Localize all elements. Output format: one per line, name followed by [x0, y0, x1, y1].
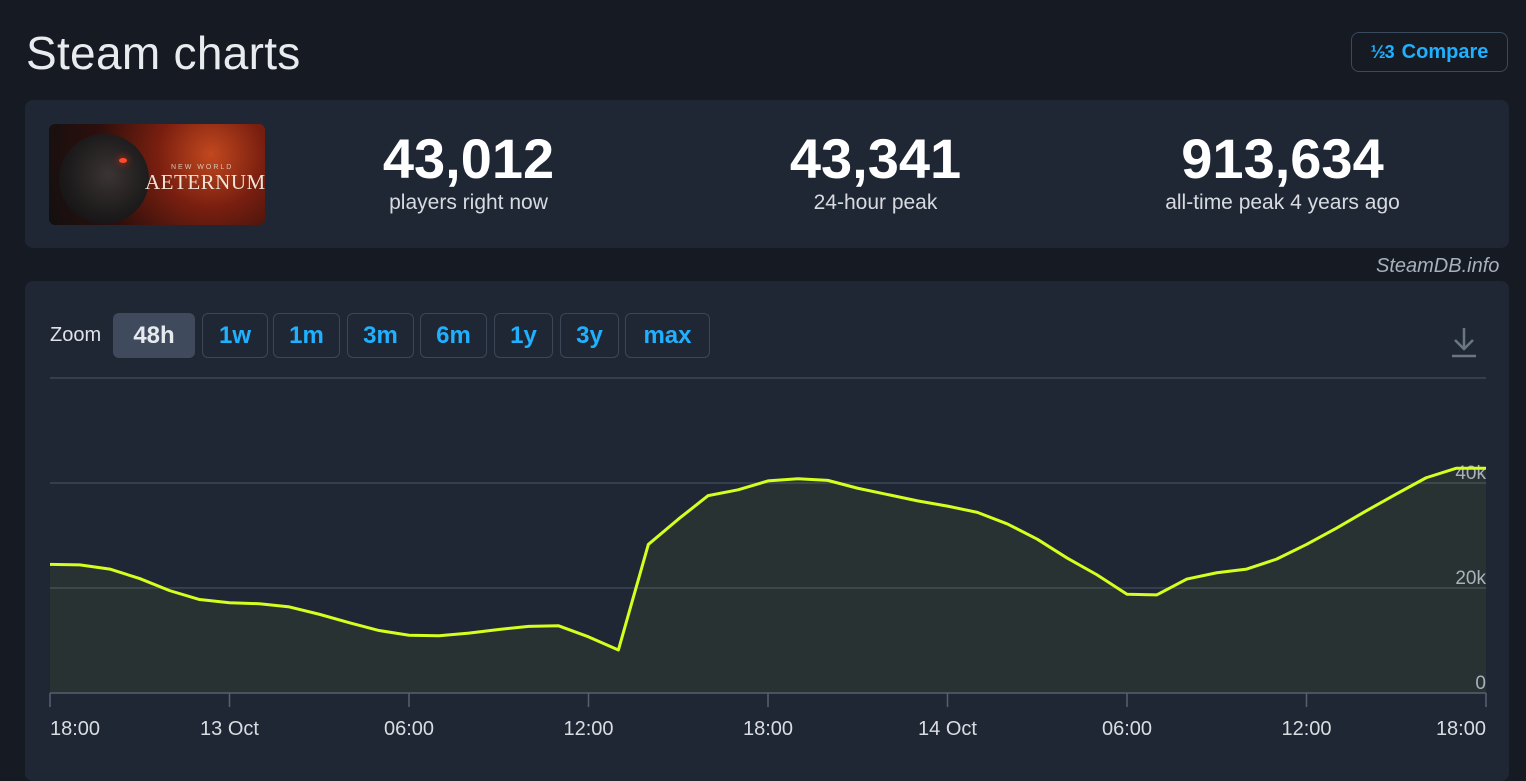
- data-point[interactable]: [1333, 525, 1339, 531]
- data-point[interactable]: [526, 623, 532, 629]
- x-tick-label: 18:00: [743, 718, 793, 740]
- data-point[interactable]: [675, 516, 681, 522]
- data-point[interactable]: [974, 509, 980, 515]
- data-point[interactable]: [1034, 536, 1040, 542]
- data-point[interactable]: [615, 647, 621, 653]
- data-point[interactable]: [825, 477, 831, 483]
- x-tick-label: 18:00: [1436, 718, 1486, 740]
- data-point[interactable]: [1304, 541, 1310, 547]
- data-point[interactable]: [496, 626, 502, 632]
- game-logo-small: NEW WORLD: [171, 164, 234, 171]
- player-count-chart[interactable]: 18:00 13 Oct 06:00 12:00 18:00 14 Oct 06:00 12:…: [25, 281, 1509, 773]
- data-point[interactable]: [227, 600, 233, 606]
- data-point[interactable]: [77, 562, 83, 568]
- compare-button[interactable]: ½3 Compare: [1351, 32, 1508, 72]
- stat-value: 43,341: [789, 127, 962, 190]
- data-point[interactable]: [1453, 465, 1459, 471]
- zoom-button-1m[interactable]: 1m: [273, 313, 340, 358]
- data-point[interactable]: [1064, 555, 1070, 561]
- data-point[interactable]: [586, 634, 592, 640]
- x-tick-label: 14 Oct: [918, 718, 977, 740]
- data-point[interactable]: [915, 498, 921, 504]
- zoom-button-3m[interactable]: 3m: [347, 313, 414, 358]
- game-logo: AETERNUM: [145, 170, 265, 194]
- game-header-image[interactable]: NEW WORLD AETERNUM: [49, 124, 265, 225]
- data-point[interactable]: [705, 493, 711, 499]
- stat-value: 913,634: [1181, 127, 1384, 190]
- zoom-button-max[interactable]: max: [625, 313, 710, 358]
- data-point[interactable]: [346, 620, 352, 626]
- data-point[interactable]: [765, 478, 771, 484]
- data-point[interactable]: [1423, 475, 1429, 481]
- x-tick-label: 06:00: [384, 718, 434, 740]
- data-point[interactable]: [1004, 521, 1010, 527]
- data-point[interactable]: [1094, 572, 1100, 578]
- area-fill: [50, 468, 1486, 693]
- stat-label: all-time peak 4 years ago: [1165, 191, 1400, 214]
- data-point[interactable]: [945, 503, 951, 509]
- data-point[interactable]: [735, 487, 741, 493]
- steamdb-watermark[interactable]: SteamDB.info: [1376, 255, 1500, 277]
- data-point[interactable]: [1154, 592, 1160, 598]
- zoom-button-1w[interactable]: 1w: [202, 313, 268, 358]
- data-point[interactable]: [406, 632, 412, 638]
- game-art-face: [59, 134, 149, 224]
- stat-all-time-peak: 913,634 all-time peak 4 years ago: [1135, 128, 1430, 216]
- data-point[interactable]: [1363, 508, 1369, 514]
- zoom-button-1y[interactable]: 1y: [494, 313, 553, 358]
- stat-24h-peak: 43,341 24-hour peak: [750, 128, 1001, 216]
- stat-label: 24-hour peak: [813, 191, 938, 214]
- data-point[interactable]: [1214, 570, 1220, 576]
- series-line[interactable]: [49, 466, 1486, 652]
- chart-panel: Zoom 48h 1w 1m 3m 6m 1y 3y max 18:00 13 Oct 06:00…: [25, 281, 1509, 781]
- data-point[interactable]: [256, 601, 262, 607]
- data-point[interactable]: [556, 623, 562, 629]
- x-tick-label: 18:00: [50, 718, 100, 740]
- download-icon[interactable]: [1450, 326, 1478, 358]
- data-point[interactable]: [466, 630, 472, 636]
- stat-value: 43,012: [382, 127, 555, 190]
- zoom-button-3y[interactable]: 3y: [560, 313, 619, 358]
- y-tick-label: 0: [1475, 673, 1486, 694]
- data-point[interactable]: [376, 628, 382, 634]
- data-point[interactable]: [1393, 491, 1399, 497]
- data-point[interactable]: [107, 566, 113, 572]
- x-tick-label: 06:00: [1102, 718, 1152, 740]
- game-art-eye: [119, 158, 127, 163]
- y-tick-label: 20k: [1455, 568, 1486, 589]
- data-point[interactable]: [137, 576, 143, 582]
- data-point[interactable]: [1274, 556, 1280, 562]
- stat-label: players right now: [389, 191, 548, 214]
- compare-label: Compare: [1401, 40, 1489, 63]
- data-point[interactable]: [197, 597, 203, 603]
- data-point[interactable]: [795, 476, 801, 482]
- x-tick-label: 12:00: [1281, 718, 1331, 740]
- data-point[interactable]: [1483, 465, 1489, 471]
- data-point[interactable]: [1244, 566, 1250, 572]
- data-point[interactable]: [436, 633, 442, 639]
- data-point[interactable]: [645, 541, 651, 547]
- page-title: Steam charts: [26, 27, 301, 79]
- data-point[interactable]: [885, 492, 891, 498]
- data-point[interactable]: [1124, 591, 1130, 597]
- data-point[interactable]: [286, 604, 292, 610]
- x-tick-label: 13 Oct: [200, 718, 259, 740]
- y-tick-label: 40k: [1455, 463, 1486, 484]
- stat-players-now: 43,012 players right now: [345, 128, 592, 216]
- zoom-button-48h[interactable]: 48h: [113, 313, 195, 358]
- x-tick-label: 12:00: [563, 718, 613, 740]
- zoom-button-6m[interactable]: 6m: [420, 313, 487, 358]
- stats-panel: NEW WORLD AETERNUM 43,012 players right …: [25, 100, 1509, 248]
- data-point[interactable]: [855, 485, 861, 491]
- data-point[interactable]: [47, 561, 53, 567]
- zoom-label: Zoom: [50, 324, 102, 346]
- data-point[interactable]: [1184, 576, 1190, 582]
- data-point[interactable]: [316, 611, 322, 617]
- data-point[interactable]: [167, 588, 173, 594]
- compare-icon: ½3: [1370, 41, 1395, 62]
